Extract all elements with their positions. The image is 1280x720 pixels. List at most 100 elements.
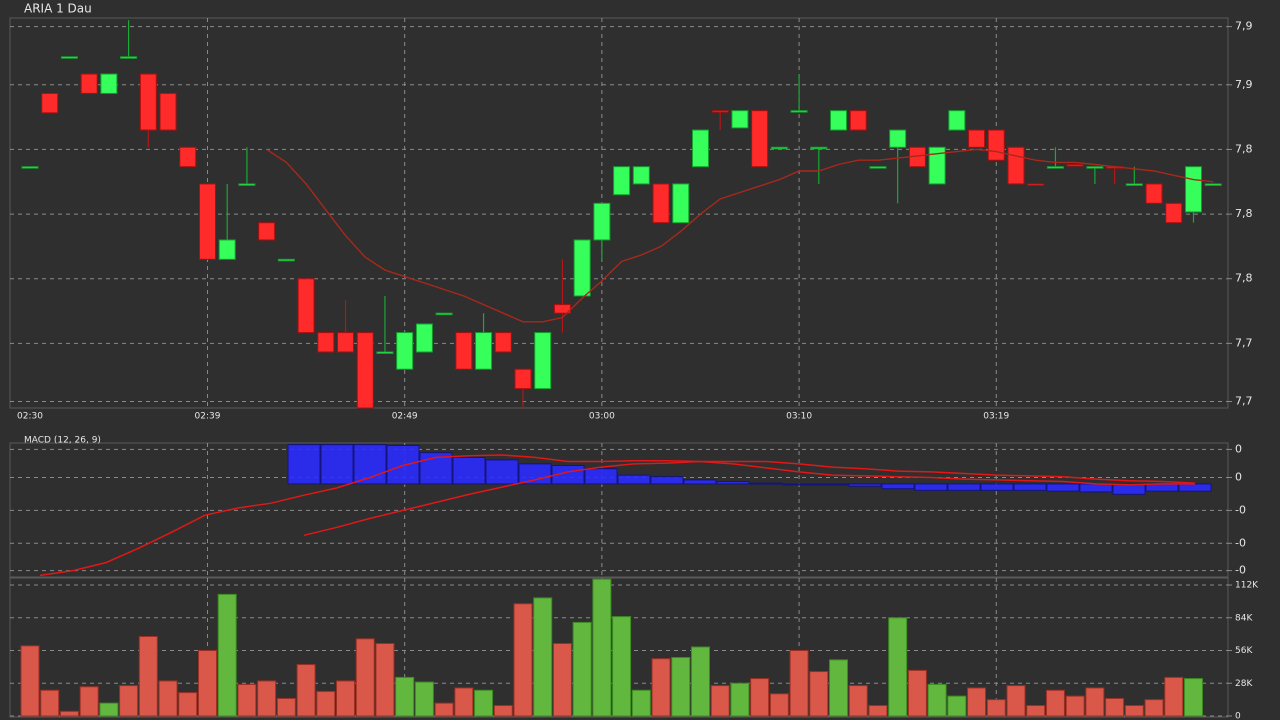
y-tick-label: -0 (1235, 564, 1246, 577)
candle-body (869, 166, 887, 169)
candle-body (1007, 146, 1025, 185)
candle-body (317, 332, 335, 353)
volume-bar (612, 616, 632, 717)
volume-bar (552, 642, 572, 717)
x-tick-label: 02:39 (195, 412, 221, 422)
volume-bar (79, 686, 99, 717)
y-tick-label: 7,9 (1235, 20, 1253, 33)
candle-body (337, 332, 355, 353)
macd-histogram-bar (1112, 483, 1146, 495)
volume-bar (513, 603, 533, 717)
candle-body (277, 258, 295, 262)
macd-histogram-bar (980, 483, 1014, 491)
macd-histogram-bar (287, 444, 321, 485)
volume-bar (809, 671, 829, 717)
candle-body (968, 129, 986, 148)
volume-bar (493, 704, 513, 717)
candle-body (1204, 183, 1222, 186)
volume-bar (868, 704, 888, 717)
volume-bar (750, 678, 770, 717)
volume-bar (730, 682, 750, 717)
y-tick-label: 7,8 (1235, 142, 1253, 155)
volume-bar (848, 685, 868, 717)
candle-body (139, 73, 157, 131)
candle-body (691, 129, 709, 168)
y-tick-label: 7,7 (1235, 336, 1253, 349)
volume-bar (1105, 697, 1125, 717)
candle-body (60, 56, 78, 59)
volume-bar (434, 702, 454, 717)
candle-body (198, 183, 216, 260)
macd-histogram-bar (848, 483, 882, 487)
volume-bar (178, 692, 198, 717)
candle-body (928, 146, 946, 185)
volume-bar (99, 702, 119, 717)
macd-histogram-bar (584, 468, 618, 485)
y-tick-label: 7,9 (1235, 78, 1253, 91)
x-tick-label: 03:00 (589, 412, 615, 422)
candle-body (652, 183, 670, 224)
candle-body (889, 129, 907, 148)
macd-histogram-bar (650, 476, 684, 485)
volume-bar (119, 685, 139, 717)
candle-body (218, 239, 236, 260)
candle-body (1165, 202, 1183, 224)
candle-body (1184, 166, 1202, 213)
volume-bar (395, 676, 415, 717)
volume-bar (1006, 685, 1026, 717)
volume-bar (138, 635, 158, 717)
volume-bar (789, 650, 809, 717)
volume-bar (257, 680, 277, 717)
x-tick-label: 03:10 (786, 412, 812, 422)
y-tick-label: 0 (1235, 712, 1241, 720)
macd-histogram-bar (452, 456, 486, 485)
volume-bar (316, 690, 336, 717)
volume-bar (474, 689, 494, 717)
x-tick-label: 02:30 (17, 412, 43, 422)
candle-body (159, 92, 177, 131)
x-tick-label: 02:49 (392, 412, 418, 422)
candle-body (356, 332, 374, 409)
volume-bar (710, 685, 730, 717)
candle-body (751, 110, 769, 168)
candle-body (1125, 183, 1143, 186)
candle-body (494, 332, 512, 353)
y-tick-label: 7,8 (1235, 207, 1253, 220)
candle-body (672, 183, 690, 224)
macd-histogram-bar (320, 444, 354, 485)
volume-bar (1144, 699, 1164, 717)
y-tick-label: 112K (1235, 581, 1259, 591)
y-tick-label: 0 (1235, 442, 1242, 455)
macd-histogram-bar (1046, 483, 1080, 492)
macd-histogram-bar (617, 474, 651, 485)
candle-body (1145, 183, 1163, 204)
volume-bar (769, 693, 789, 717)
volume-bar (690, 646, 710, 717)
candle-body (770, 146, 788, 150)
macd-histogram-bar (782, 483, 816, 486)
macd-line (39, 454, 1195, 577)
y-tick-label: -0 (1235, 503, 1246, 516)
candle-body (632, 166, 650, 185)
y-tick-label: 84K (1235, 613, 1253, 623)
volume-bar (572, 621, 592, 717)
candle-body (731, 110, 749, 129)
candle-body (1086, 166, 1104, 169)
candle-body (1027, 183, 1045, 186)
macd-histogram-bar (749, 482, 783, 485)
y-tick-label: 28K (1235, 679, 1253, 689)
macd-title: MACD (12, 26, 9) (24, 436, 101, 446)
volume-bar (197, 650, 217, 717)
macd-histogram-bar (386, 444, 420, 485)
candle-body (830, 110, 848, 131)
macd-histogram-bar (716, 481, 750, 485)
macd-histogram-bar (947, 483, 981, 491)
macd-histogram-bar (485, 459, 519, 485)
candle-body (514, 368, 532, 390)
y-tick-label: 0 (1235, 471, 1242, 484)
volume-bar (1085, 687, 1105, 717)
macd-histogram-bar (1178, 483, 1212, 492)
macd-histogram-bar (881, 483, 915, 490)
